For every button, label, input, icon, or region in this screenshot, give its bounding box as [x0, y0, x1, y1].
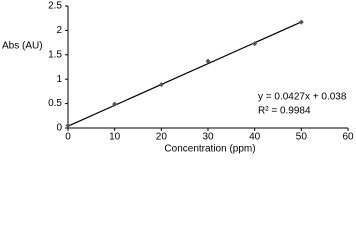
x-tick-label: 50 — [296, 132, 308, 143]
data-point — [298, 19, 304, 25]
data-point — [158, 82, 164, 88]
chart: Abs (AU) Concentration (ppm) y = 0.0427x… — [2, 1, 354, 155]
y-tick-label: 0 — [56, 123, 62, 134]
x-tick-label: 40 — [249, 132, 261, 143]
data-point — [65, 123, 71, 129]
y-tick-label: 2 — [56, 25, 62, 36]
data-point — [205, 58, 211, 64]
data-point — [112, 101, 118, 107]
data-point — [252, 41, 258, 47]
y-axis-title: Abs (AU) — [2, 41, 43, 52]
x-tick-label: 60 — [342, 132, 354, 143]
x-tick-label: 10 — [109, 132, 121, 143]
x-tick-label: 30 — [202, 132, 214, 143]
trendline — [67, 21, 302, 127]
y-tick-label: 0.5 — [48, 98, 62, 109]
x-axis-title: Concentration (ppm) — [164, 144, 255, 155]
y-tick-label: 1 — [56, 74, 62, 85]
r-squared: R² = 0.9984 — [258, 106, 311, 117]
x-tick-label: 0 — [65, 132, 71, 143]
y-tick-label: 2.5 — [48, 1, 62, 12]
trend-equation: y = 0.0427x + 0.038 — [258, 92, 347, 103]
x-tick-label: 20 — [156, 132, 168, 143]
y-tick-label: 1.5 — [48, 49, 62, 60]
